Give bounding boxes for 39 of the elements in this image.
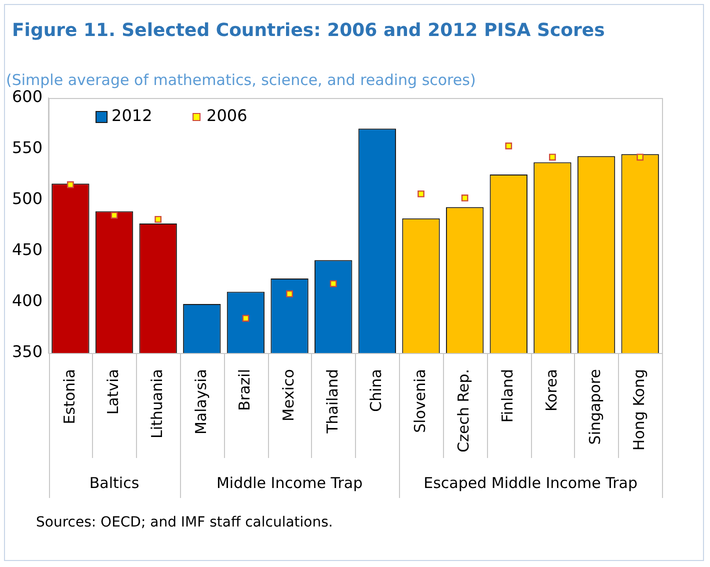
legend-label: 2006: [206, 106, 248, 126]
x-tick-label: China: [367, 369, 386, 412]
x-tick-label: Lithuania: [148, 369, 166, 438]
x-tick-label: Estonia: [60, 369, 78, 424]
y-tick-label: 550: [12, 138, 43, 158]
x-tick-label: Latvia: [104, 369, 122, 415]
point: [242, 314, 250, 322]
point: [549, 154, 556, 161]
y-tick-label: 500: [12, 189, 43, 208]
point: [461, 194, 468, 202]
legend-label: 2012: [112, 106, 152, 126]
point: [67, 181, 74, 188]
text: Middle Income Trap: [216, 474, 363, 492]
chart-title: Figure 11. Selected Countries: 2006 and 2012 PISA Scores: [12, 20, 605, 41]
y-tick-label: 600: [12, 87, 43, 106]
point: [154, 216, 162, 223]
source-note: Sources: OECD; and IMF staff calculations.: [36, 514, 333, 531]
x-tick-label: Finland: [498, 369, 517, 423]
x-tick-label: Singapore: [586, 369, 604, 445]
y-tick-label: 350: [12, 342, 43, 362]
point: [286, 290, 293, 298]
x-tick-label: Korea: [542, 369, 560, 412]
point: [505, 142, 512, 150]
x-tick-label: Thailand: [323, 369, 342, 434]
point: [330, 280, 337, 288]
chart-subtitle: (Simple average of mathematics, science, and reading scores): [6, 70, 476, 89]
text: Baltics: [89, 474, 140, 492]
point: [110, 212, 118, 219]
x-tick-label: Brazil: [236, 369, 254, 411]
point: [418, 190, 424, 198]
x-tick-label: Mexico: [279, 369, 298, 422]
point: [636, 154, 644, 161]
x-tick-label: Malaysia: [192, 369, 210, 435]
y-tick-label: 400: [12, 291, 43, 310]
x-tick-label: Czech Rep.: [454, 369, 473, 452]
x-tick-label: Slovenia: [410, 369, 429, 433]
y-tick-label: 450: [12, 240, 43, 260]
x-tick-label: Hong Kong: [630, 369, 648, 451]
text: Escaped Middle Income Trap: [424, 474, 638, 492]
